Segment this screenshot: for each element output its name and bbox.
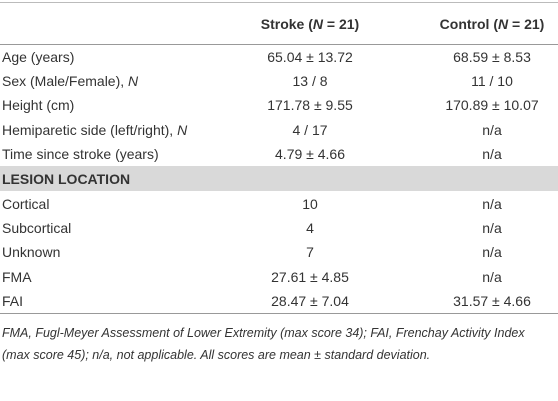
data-table: Stroke (N = 21) Control (N = 21) Age (ye…	[0, 2, 558, 314]
table-row: Cortical 10 n/a	[0, 191, 558, 215]
table-row: Time since stroke (years) 4.79 ± 4.66 n/a	[0, 142, 558, 166]
header-cell: Stroke (N = 21)	[228, 2, 392, 45]
cell: 68.59 ± 8.53	[453, 48, 531, 65]
label-text: N	[177, 121, 188, 138]
cell: 11 / 10	[471, 73, 513, 90]
header-text: Stroke (	[260, 15, 313, 32]
table-row: Age (years) 65.04 ± 13.72 68.59 ± 8.53	[0, 45, 558, 69]
header-text: N	[498, 15, 509, 32]
cell: 170.89 ± 10.07	[445, 97, 539, 114]
table-body: Age (years) 65.04 ± 13.72 68.59 ± 8.53 Sex …	[0, 45, 558, 314]
header-text: Control (	[439, 15, 498, 32]
header-text: = 21)	[508, 15, 545, 32]
row-label: Age (years)	[0, 45, 228, 69]
cell: 4 / 17	[292, 121, 328, 138]
cell: 4	[306, 220, 314, 237]
cell: 13 / 8	[292, 73, 328, 90]
cell: 4.79 ± 4.66	[275, 146, 345, 163]
cell: n/a	[482, 195, 502, 212]
label-text: Sex (Male/Female),	[2, 73, 129, 90]
cell: 7	[306, 244, 314, 261]
table-row: Height (cm) 171.78 ± 9.55 170.89 ± 10.07	[0, 93, 558, 117]
label-text: Age (years)	[2, 48, 75, 65]
table-row: Sex (Male/Female), N 13 / 8 11 / 10	[0, 69, 558, 93]
header-cell: Control (N = 21)	[392, 2, 558, 45]
cell: n/a	[482, 268, 502, 285]
row-label: Subcortical	[2, 220, 72, 237]
cell: 171.78 ± 9.55	[267, 97, 353, 114]
table-row: FMA 27.61 ± 4.85 n/a	[0, 265, 558, 289]
row-label: Sex (Male/Female), N	[0, 69, 228, 93]
row-label: FAI	[0, 289, 228, 314]
cell: 27.61 ± 4.85	[271, 268, 349, 285]
table-row: Unknown 7 n/a	[0, 240, 558, 264]
cell: 28.47 ± 7.04	[228, 289, 392, 314]
cell: 65.04 ± 13.72	[267, 48, 353, 65]
cell: n/a	[482, 244, 502, 261]
row-label: Time since stroke (years)	[0, 142, 228, 166]
label-text: Height (cm)	[2, 97, 75, 114]
cell: 10	[302, 195, 318, 212]
cell: 31.57 ± 4.66	[392, 289, 558, 314]
header-row: Stroke (N = 21) Control (N = 21)	[0, 2, 558, 45]
label-text: Hemiparetic side (left/right),	[2, 121, 178, 138]
footnote: FMA, Fugl-Meyer Assessment of Lower Extr…	[2, 325, 525, 362]
table-row: Hemiparetic side (left/right), N 4 / 17 n/…	[0, 118, 558, 142]
cell: n/a	[482, 220, 502, 237]
header-empty	[0, 2, 228, 45]
table-row: Subcortical 4 n/a	[0, 216, 558, 240]
label-text: N	[128, 73, 139, 90]
header-text: = 21)	[323, 15, 360, 32]
row-label: Height (cm)	[0, 93, 228, 117]
cell: n/a	[482, 146, 502, 163]
cell: n/a	[482, 121, 502, 138]
section-label: LESION LOCATION	[0, 166, 558, 192]
section-row: LESION LOCATION	[0, 166, 558, 192]
row-label: Unknown	[2, 244, 61, 261]
row-label: Hemiparetic side (left/right), N	[0, 118, 228, 142]
table-row: FAI 28.47 ± 7.04 31.57 ± 4.66	[0, 289, 558, 314]
row-label: FMA	[2, 268, 32, 285]
label-text: Time since stroke (years)	[2, 146, 159, 163]
row-label: Cortical	[2, 195, 50, 212]
header-text: N	[312, 15, 324, 32]
